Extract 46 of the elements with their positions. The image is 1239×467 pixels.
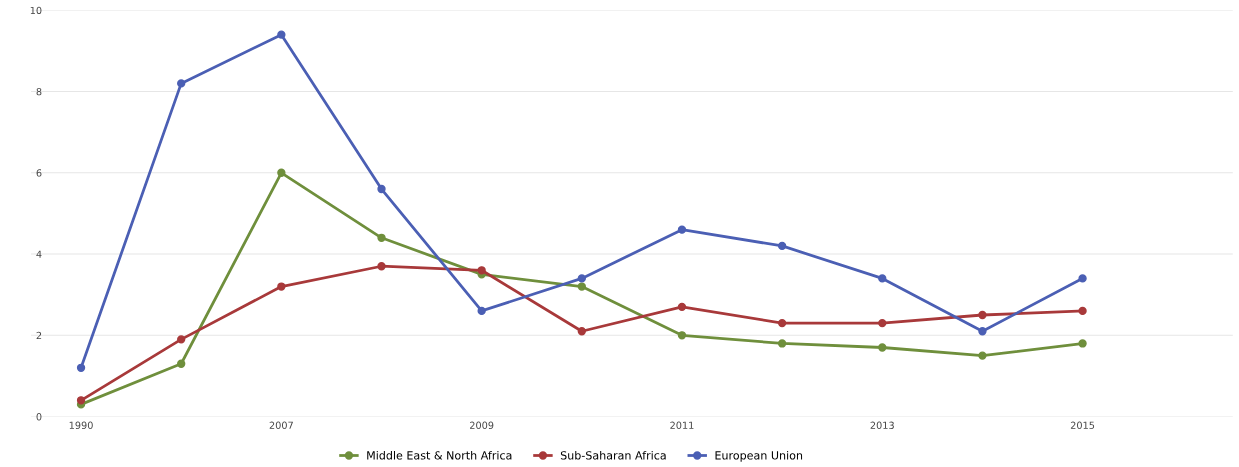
point	[277, 282, 286, 291]
point	[1078, 339, 1087, 348]
point	[577, 274, 586, 283]
point	[978, 351, 987, 360]
legend-label: European Union	[715, 450, 803, 462]
x-tick-label: 2013	[870, 421, 894, 429]
point	[277, 168, 286, 177]
point	[76, 363, 86, 372]
point	[978, 327, 987, 336]
point	[878, 318, 887, 328]
point	[477, 266, 486, 275]
point	[777, 318, 787, 328]
point	[377, 184, 386, 194]
point	[577, 327, 586, 336]
point	[177, 335, 186, 344]
point	[777, 241, 787, 251]
x-tick-label: 2011	[670, 421, 694, 429]
x-tick-label: 2015	[1070, 421, 1095, 429]
point	[677, 331, 687, 340]
point	[277, 30, 286, 39]
point	[76, 396, 86, 405]
legend-label: Sub-Saharan Africa	[560, 450, 666, 460]
x-tick-label: 1990	[69, 421, 93, 429]
point	[377, 262, 386, 271]
legend-label: Middle East & North Africa	[367, 450, 512, 460]
point	[878, 343, 887, 352]
point	[477, 306, 486, 316]
point	[777, 339, 787, 348]
point	[677, 302, 687, 312]
y-tick-label: 6	[36, 169, 42, 177]
point	[177, 359, 186, 368]
y-tick-label: 0	[36, 413, 42, 421]
y-tick-label: 4	[36, 250, 42, 258]
y-tick-label: 2	[36, 331, 42, 339]
x-tick-label: 2009	[470, 421, 494, 429]
point	[577, 282, 586, 291]
point	[377, 233, 386, 242]
y-tick-label: 10	[30, 6, 42, 15]
point	[177, 79, 186, 88]
point	[1078, 274, 1087, 283]
point	[978, 310, 987, 320]
point	[878, 274, 887, 283]
point	[1078, 306, 1087, 316]
x-tick-label: 2007	[269, 421, 293, 429]
point	[677, 225, 687, 234]
y-tick-label: 8	[36, 88, 42, 96]
